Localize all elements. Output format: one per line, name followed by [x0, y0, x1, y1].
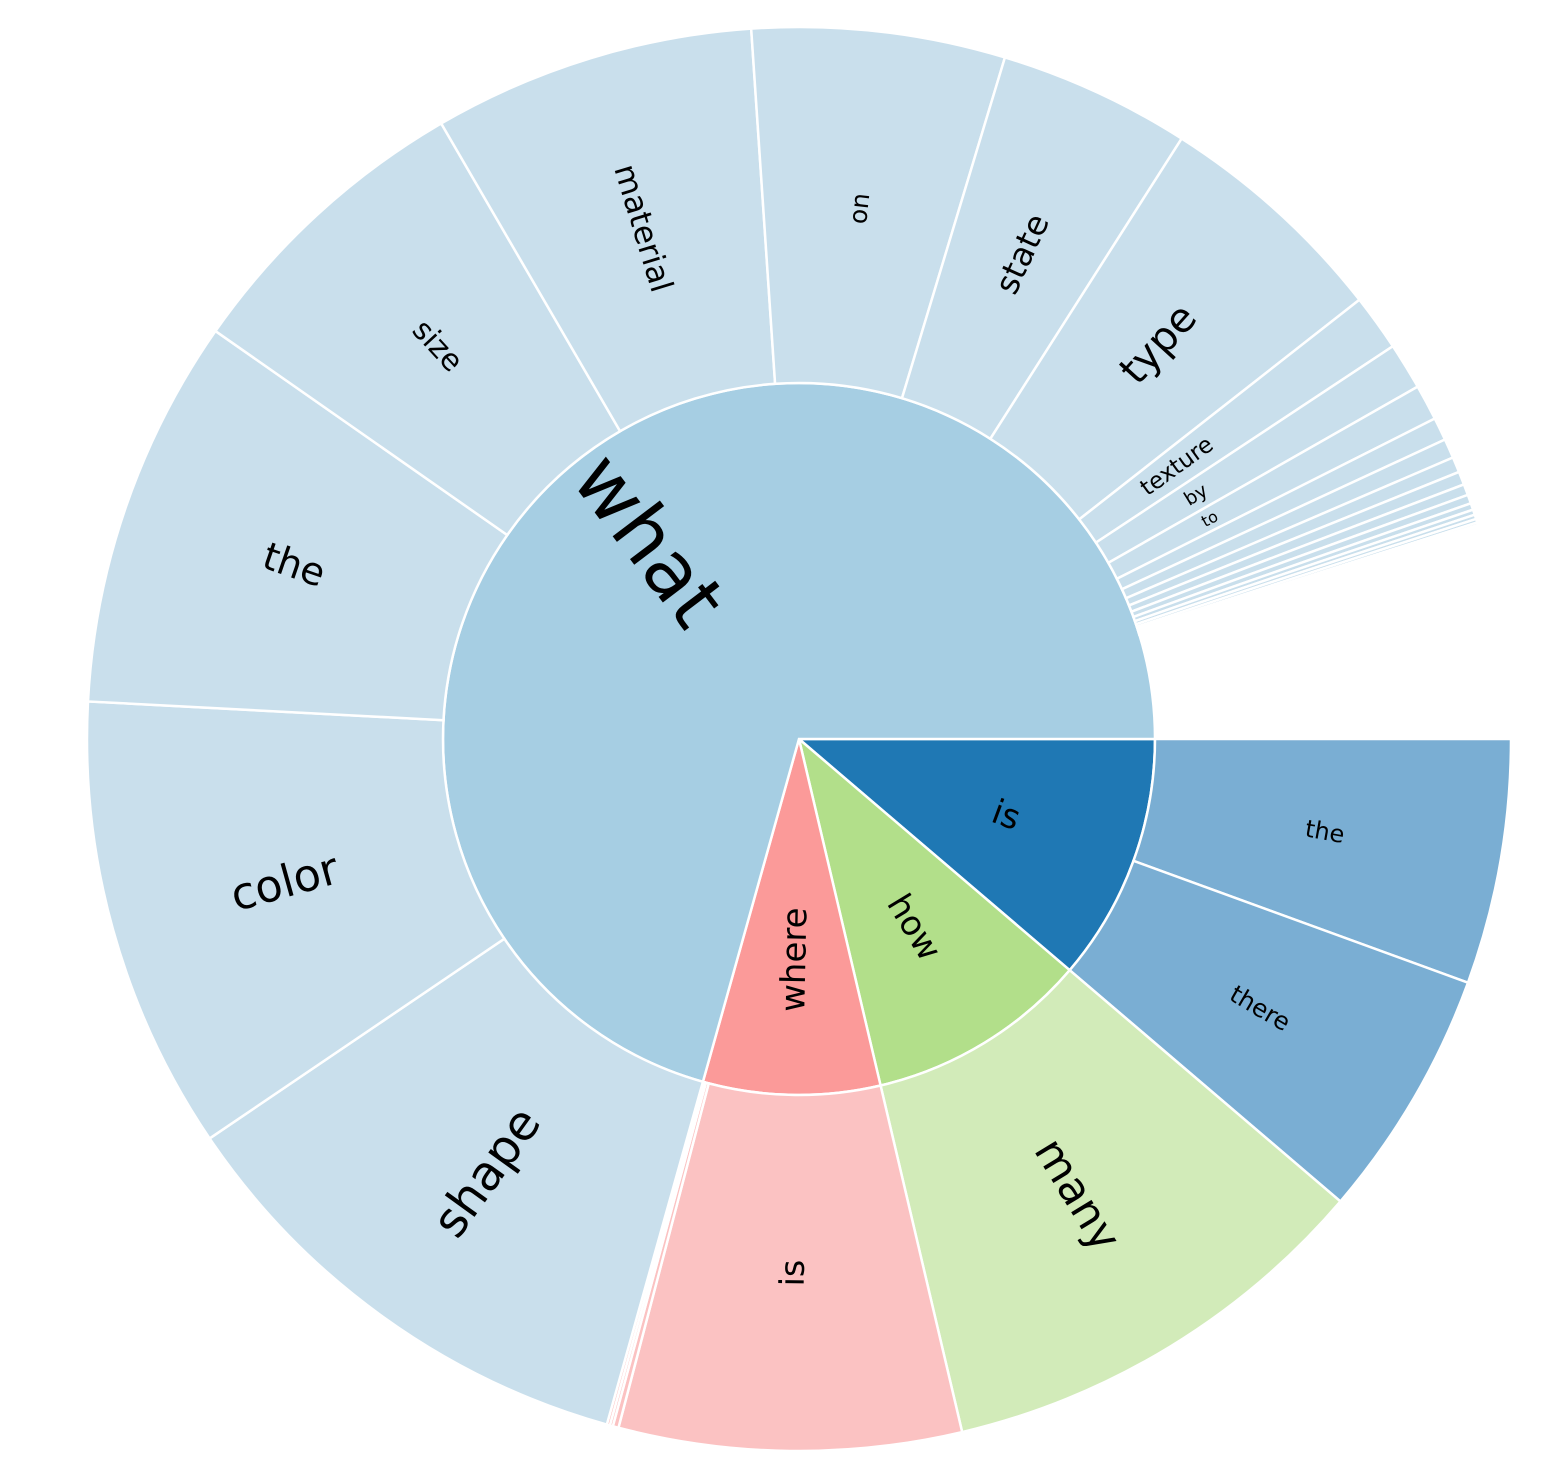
- outer-segment-what-unlabeled-33: [1137, 529, 1482, 637]
- inner-ring: [441, 381, 1157, 1097]
- inner-label-where: where: [773, 907, 815, 1012]
- outer-segment-what-shape-7: [207, 936, 705, 1427]
- outer-label-what-on: on: [843, 191, 875, 225]
- outer-segment-what-color-8: [85, 700, 507, 1141]
- outer-segment-what-the-9: [86, 329, 509, 722]
- outer-segment-how-many-2: [879, 968, 1343, 1434]
- outer-ring: [85, 25, 1513, 1453]
- outer-label-what-to: to: [1198, 507, 1221, 531]
- outer-label-where-is: is: [773, 1259, 812, 1286]
- outer-label-is-the: the: [1303, 815, 1347, 849]
